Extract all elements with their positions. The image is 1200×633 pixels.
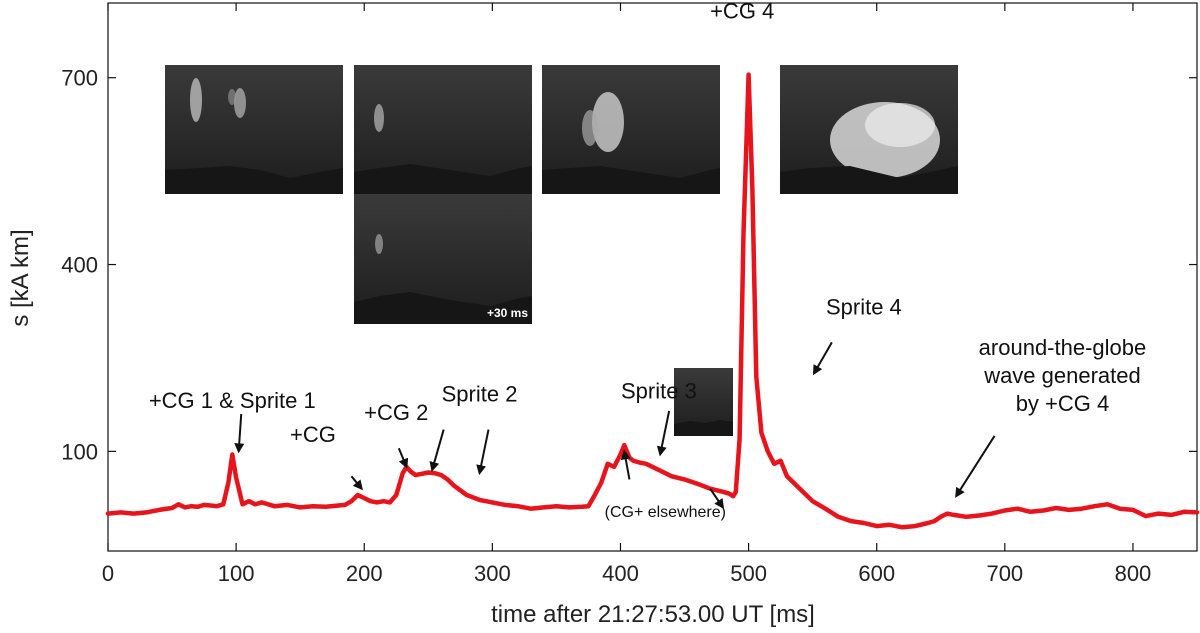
- x-tick-label: 300: [474, 561, 511, 586]
- x-tick-label: 100: [218, 561, 255, 586]
- annotation-arrow: [476, 429, 490, 476]
- sprite-4-image-inset: [780, 65, 958, 194]
- y-axis-label: s [kA km]: [7, 229, 34, 326]
- x-axis-ticks: 0 100 200 300 400 500 600 700 800: [102, 3, 1151, 586]
- annotation-label: +CG 4: [710, 0, 774, 24]
- annotation-arrow: [812, 341, 833, 376]
- annotation-arrow: [397, 447, 409, 469]
- annotation-arrow: [429, 429, 445, 472]
- y-tick-label: 700: [61, 66, 98, 91]
- sprite-1-image-inset: [165, 65, 343, 194]
- annotation-arrows: [234, 341, 996, 510]
- inset-time-label: +30 ms: [487, 306, 528, 320]
- annotation-arrow: [656, 410, 671, 457]
- annotation-arrow: [955, 435, 996, 498]
- annotation-label: Sprite 2: [442, 382, 518, 407]
- annotation-label: (CG+ elsewhere): [605, 504, 726, 521]
- y-axis-ticks: 100 400 700: [61, 66, 1197, 464]
- x-tick-label: 800: [1115, 561, 1152, 586]
- sprite-3-image-inset: [542, 65, 720, 194]
- annotation-label: +CG: [290, 422, 336, 447]
- sprite-2-image-inset: +30 ms: [354, 65, 532, 324]
- y-tick-label: 100: [61, 439, 98, 464]
- annotations: +CG 1 & Sprite 1 +CG +CG 2 Sprite 2 Sprite 3…: [149, 0, 1146, 521]
- x-tick-label: 600: [858, 561, 895, 586]
- annotation-label: Sprite 3: [621, 378, 697, 403]
- annotation-label: by +CG 4: [1016, 391, 1110, 416]
- x-tick-label: 400: [602, 561, 639, 586]
- annotation-label: wave generated: [983, 363, 1141, 388]
- x-tick-label: 0: [102, 561, 114, 586]
- annotation-arrow: [350, 475, 363, 491]
- annotation-arrow: [620, 449, 631, 480]
- annotation-label: +CG 1 & Sprite 1: [149, 388, 316, 413]
- annotation-label: around-the-globe: [979, 335, 1147, 360]
- annotation-arrow: [709, 488, 725, 510]
- x-tick-label: 200: [346, 561, 383, 586]
- annotation-label: +CG 2: [364, 400, 428, 425]
- series-line: [105, 72, 1200, 530]
- cg-elsewhere-image-inset: [674, 368, 733, 436]
- annotation-label: Sprite 4: [826, 294, 902, 319]
- sprite-image-insets: +30 ms: [165, 65, 958, 436]
- x-tick-label: 700: [986, 561, 1023, 586]
- x-axis-label: time after 21:27:53.00 UT [ms]: [491, 601, 815, 628]
- x-tick-label: 500: [730, 561, 767, 586]
- plot-frame: [107, 2, 1198, 552]
- y-tick-label: 400: [61, 253, 98, 278]
- annotation-arrow: [234, 413, 245, 454]
